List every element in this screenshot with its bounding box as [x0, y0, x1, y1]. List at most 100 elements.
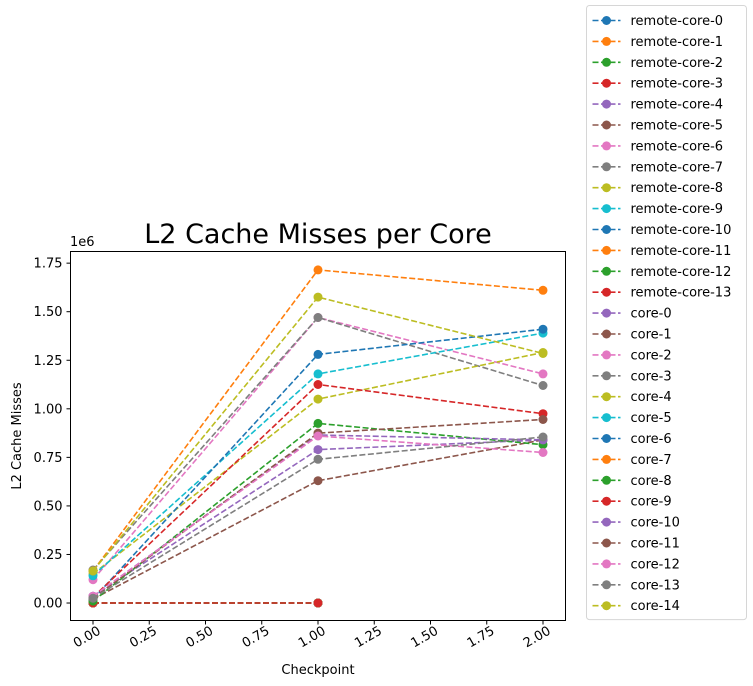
- legend-item: remote-core-0: [592, 14, 724, 29]
- data-point: [313, 380, 323, 389]
- legend-item: remote-core-9: [592, 202, 724, 217]
- x-tick-label: 0.25: [127, 624, 160, 651]
- legend-label: remote-core-7: [631, 160, 724, 175]
- legend-marker: [602, 16, 611, 25]
- y-axis: 0.00 0.25 0.50 0.75 1.00 1.25 1.50 1.75: [34, 257, 71, 612]
- legend-label: remote-core-4: [631, 98, 724, 113]
- legend-item: core-8: [592, 474, 672, 489]
- legend-marker: [602, 308, 611, 318]
- legend-label: core-10: [631, 516, 680, 531]
- plot-lines: [88, 265, 548, 608]
- legend-item: remote-core-10: [592, 223, 732, 238]
- legend-label: core-13: [631, 578, 680, 593]
- x-tick-label: 0.75: [240, 624, 273, 651]
- y-tick-label: 0.25: [34, 548, 63, 563]
- x-tick-label: 1.25: [352, 624, 385, 651]
- legend-label: remote-core-5: [631, 119, 724, 134]
- legend-marker: [602, 580, 611, 590]
- legend-marker: [602, 162, 611, 172]
- legend-marker: [602, 517, 611, 527]
- data-point: [313, 313, 323, 322]
- legend-label: remote-core-9: [631, 202, 724, 217]
- series-line: [92, 418, 544, 599]
- data-point: [313, 598, 323, 608]
- x-tick-label: 0.50: [183, 624, 216, 651]
- legend-item: remote-core-4: [592, 98, 724, 113]
- y-tick-label: 1.50: [34, 305, 63, 320]
- legend-label: core-2: [631, 348, 672, 363]
- legend-marker: [602, 434, 611, 443]
- y-tick-label: 1.00: [34, 402, 63, 417]
- legend-marker: [602, 287, 611, 297]
- legend-label: remote-core-10: [631, 223, 732, 238]
- legend-item: core-4: [592, 390, 672, 405]
- chart-title: L2 Cache Misses per Core: [144, 219, 491, 250]
- x-axis: 0.00 0.25 0.50 0.75 1.00 1.25 1.50 1.75 2.00: [71, 620, 554, 651]
- legend-item: core-11: [592, 537, 680, 552]
- y-tick-label: 0.75: [34, 451, 63, 466]
- legend-marker: [602, 99, 611, 109]
- series-line: [92, 383, 544, 598]
- legend-label: core-14: [631, 599, 680, 614]
- y-tick-label: 0.50: [34, 499, 63, 514]
- legend-label: core-3: [631, 369, 672, 384]
- legend-item: core-1: [592, 328, 672, 343]
- data-point: [313, 349, 323, 359]
- legend-label: remote-core-11: [631, 244, 732, 259]
- series-core-9: [88, 380, 548, 602]
- data-point: [313, 476, 323, 486]
- legend-frame: [586, 5, 747, 621]
- legend-label: core-11: [631, 537, 680, 552]
- data-point: [538, 381, 548, 390]
- data-point: [313, 445, 323, 455]
- legend-marker: [602, 538, 611, 548]
- legend-item: core-6: [592, 432, 672, 447]
- legend-marker: [602, 36, 611, 46]
- legend-label: core-7: [631, 453, 672, 468]
- legend-marker: [602, 413, 611, 423]
- legend-marker: [602, 141, 611, 151]
- data-point: [313, 369, 323, 379]
- y-tick-label: 0.00: [34, 597, 63, 612]
- data-point: [538, 448, 548, 457]
- legend-marker: [602, 120, 611, 130]
- legend-item: core-9: [592, 495, 672, 510]
- legend-marker: [602, 245, 611, 255]
- legend-label: remote-core-13: [631, 286, 732, 301]
- legend-label: remote-core-3: [631, 77, 724, 92]
- series-remote-core-13: [88, 598, 323, 608]
- legend-label: core-12: [631, 557, 680, 572]
- legend-marker: [602, 78, 611, 88]
- data-point: [538, 432, 548, 442]
- legend-label: remote-core-12: [631, 265, 732, 280]
- x-axis-label: Checkpoint: [281, 663, 354, 678]
- legend-marker: [602, 475, 611, 485]
- data-point: [538, 324, 548, 334]
- x-tick-label: 1.50: [408, 624, 441, 651]
- legend-item: remote-core-12: [592, 265, 732, 280]
- y-offset-text: 1e6: [70, 235, 95, 250]
- data-point: [313, 454, 323, 464]
- legend-marker: [602, 601, 611, 611]
- legend-marker: [602, 559, 611, 569]
- legend-label: core-0: [631, 307, 672, 322]
- legend-label: remote-core-0: [631, 14, 724, 29]
- data-point: [88, 593, 98, 603]
- data-point: [538, 369, 548, 379]
- legend-item: remote-core-3: [592, 77, 724, 92]
- legend-label: remote-core-2: [631, 56, 724, 71]
- legend-item: remote-core-1: [592, 35, 723, 50]
- legend-item: remote-core-6: [592, 139, 723, 154]
- legend-marker: [602, 183, 611, 193]
- legend-item: core-3: [592, 369, 672, 384]
- legend-label: core-1: [631, 328, 672, 343]
- legend-item: core-7: [592, 453, 672, 468]
- x-tick-label: 1.75: [465, 624, 498, 651]
- legend-marker: [602, 225, 611, 234]
- data-point: [313, 292, 323, 302]
- y-tick-label: 1.25: [34, 354, 63, 369]
- series-core-13: [88, 432, 548, 603]
- legend-item: core-12: [592, 557, 680, 572]
- data-point: [313, 394, 323, 404]
